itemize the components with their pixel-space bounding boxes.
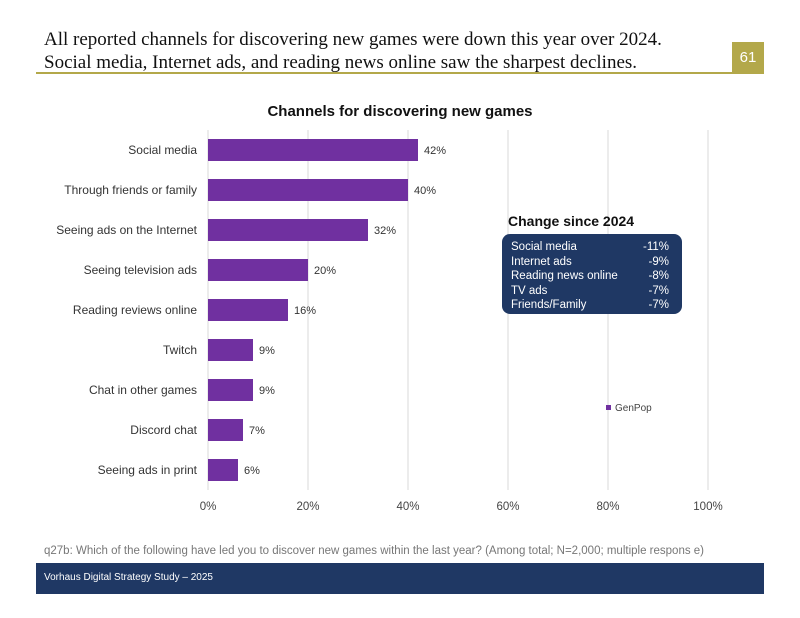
value-label: 40% (414, 185, 436, 197)
value-label: 20% (314, 265, 336, 277)
change-row: Reading news online -8% (509, 269, 675, 284)
page-number-badge: 61 (732, 42, 764, 74)
change-value: -11% (643, 241, 669, 253)
value-label: 42% (424, 145, 446, 157)
value-label: 16% (294, 305, 316, 317)
headline-line-2: Social media, Internet ads, and reading … (44, 52, 638, 73)
chart-title: Channels for discovering new games (267, 103, 532, 120)
change-label: TV ads (511, 284, 548, 297)
change-label: Reading news online (511, 270, 618, 282)
value-label: 9% (259, 345, 275, 357)
bar (208, 219, 368, 241)
change-panel: Social media -11% Internet ads -9% Readi… (502, 234, 682, 314)
legend-label: GenPop (615, 403, 652, 414)
x-tick-label: 100% (693, 501, 722, 513)
category-label: Seeing television ads (84, 263, 197, 277)
change-value: -8% (648, 270, 669, 282)
change-panel-title: Change since 2024 (508, 213, 635, 229)
change-value: -7% (648, 284, 669, 297)
change-row: Social media -11% (509, 240, 675, 255)
value-label: 6% (244, 465, 260, 477)
value-label: 9% (259, 385, 275, 397)
x-tick-label: 0% (200, 501, 217, 513)
value-label: 7% (249, 425, 265, 437)
category-label: Through friends or family (64, 183, 197, 197)
change-row: TV ads -7% (509, 284, 675, 299)
headline-line-1: All reported channels for discovering ne… (44, 29, 662, 50)
bar (208, 259, 308, 281)
bar (208, 299, 288, 321)
category-label: Seeing ads on the Internet (56, 223, 197, 237)
header-rule (36, 72, 764, 74)
category-label: Twitch (163, 343, 197, 357)
x-tick-label: 80% (596, 501, 619, 513)
footer-bar: Vorhaus Digital Strategy Study – 2025 (36, 563, 764, 594)
footnote: q27b: Which of the following have led yo… (44, 545, 705, 557)
change-value: -7% (648, 299, 669, 311)
bar (208, 419, 243, 441)
change-label: Friends/Family (511, 299, 587, 311)
bar (208, 379, 253, 401)
footer-text: Vorhaus Digital Strategy Study – 2025 (44, 572, 213, 583)
change-row: Friends/Family -7% (509, 298, 675, 313)
change-label: Social media (511, 241, 577, 253)
x-tick-label: 20% (296, 501, 319, 513)
bar (208, 139, 418, 161)
change-label: Internet ads (511, 255, 572, 268)
bar (208, 179, 408, 201)
category-label: Seeing ads in print (98, 463, 198, 477)
category-label: Chat in other games (89, 383, 197, 397)
x-tick-label: 60% (496, 501, 519, 513)
change-value: -9% (648, 255, 669, 268)
x-tick-label: 40% (396, 501, 419, 513)
category-label: Reading reviews online (73, 303, 197, 317)
value-label: 32% (374, 225, 396, 237)
legend-swatch (606, 405, 611, 410)
category-label: Discord chat (130, 423, 197, 437)
change-row: Internet ads -9% (509, 255, 675, 270)
headline: All reported channels for discovering ne… (44, 28, 724, 74)
bar (208, 339, 253, 361)
category-label: Social media (128, 143, 197, 157)
bar (208, 459, 238, 481)
